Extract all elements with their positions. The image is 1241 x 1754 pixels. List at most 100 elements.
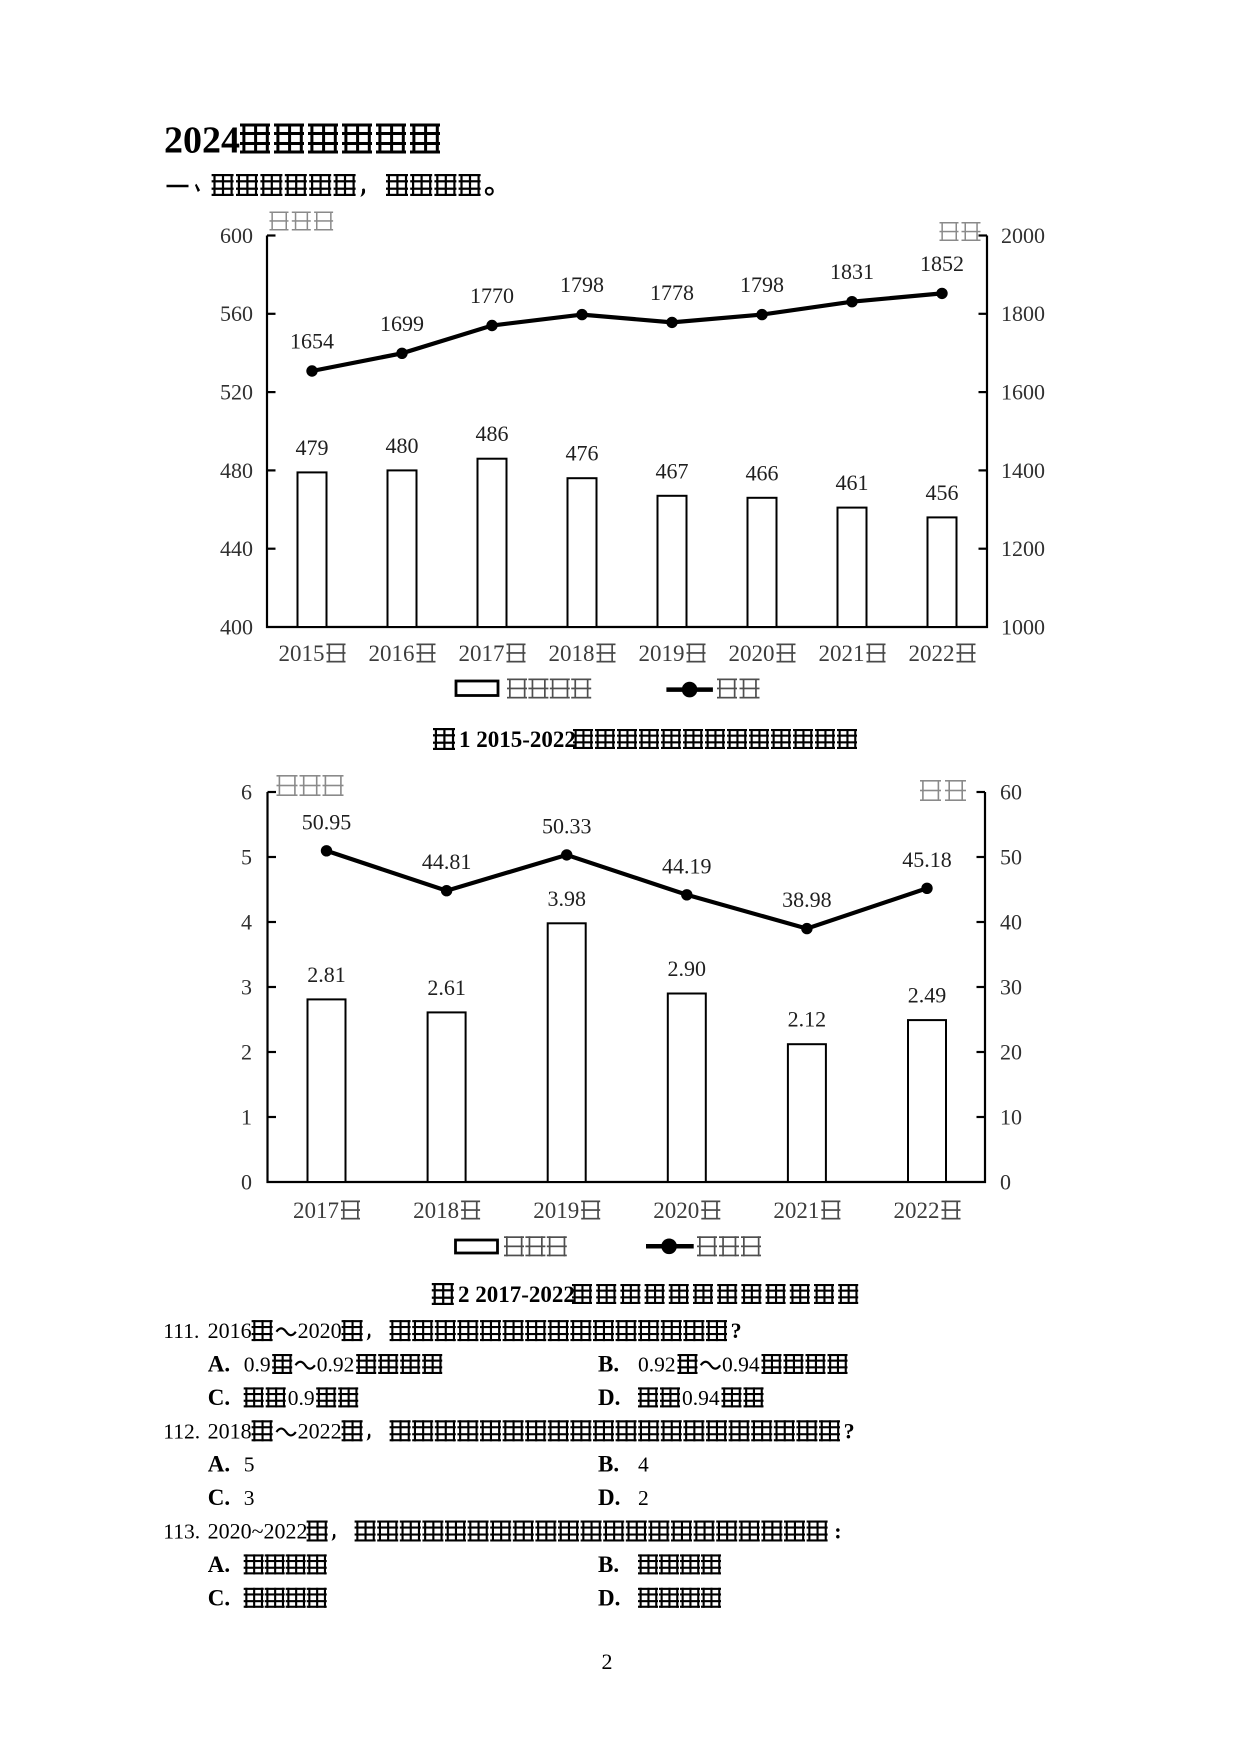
svg-text:520: 520 [220, 380, 253, 405]
svg-text:40: 40 [1000, 909, 1022, 934]
svg-text:0.94: 0.94 [682, 1386, 720, 1410]
svg-text:?: ? [731, 1318, 742, 1343]
svg-text:1: 1 [241, 1104, 252, 1129]
svg-text:2: 2 [602, 1649, 613, 1674]
svg-text:0.9: 0.9 [244, 1353, 271, 1377]
svg-text:2019: 2019 [533, 1198, 579, 1223]
svg-text:38.98: 38.98 [782, 887, 832, 912]
svg-text:1600: 1600 [1001, 380, 1045, 405]
svg-text:10: 10 [1000, 1104, 1022, 1129]
svg-text:2022: 2022 [909, 641, 955, 666]
svg-text:2018: 2018 [208, 1418, 252, 1443]
svg-text:B.: B. [598, 1552, 619, 1577]
svg-text:C.: C. [208, 1385, 230, 1410]
svg-text:1000: 1000 [1001, 614, 1045, 639]
svg-text:456: 456 [926, 480, 959, 505]
svg-text:2000: 2000 [1001, 223, 1045, 248]
svg-text:2018: 2018 [549, 641, 595, 666]
svg-text:466: 466 [746, 460, 779, 485]
svg-text:50.95: 50.95 [302, 809, 352, 834]
svg-text:1852: 1852 [920, 251, 964, 276]
svg-text:112.: 112. [163, 1419, 200, 1443]
svg-text::: : [834, 1519, 841, 1544]
svg-text:2: 2 [638, 1486, 649, 1510]
svg-text:44.19: 44.19 [662, 853, 712, 878]
svg-text:2019: 2019 [639, 641, 685, 666]
svg-text:2.90: 2.90 [668, 956, 707, 981]
svg-text:45.18: 45.18 [902, 847, 952, 872]
svg-text:C.: C. [208, 1485, 230, 1510]
svg-text:30: 30 [1000, 974, 1022, 999]
svg-text:1400: 1400 [1001, 458, 1045, 483]
svg-text:D.: D. [598, 1585, 620, 1610]
svg-text:476: 476 [566, 441, 599, 466]
svg-text:5: 5 [241, 844, 252, 869]
svg-text:400: 400 [220, 614, 253, 639]
svg-text:1699: 1699 [380, 311, 424, 336]
svg-text:0: 0 [1000, 1169, 1011, 1194]
svg-text:113.: 113. [163, 1520, 200, 1544]
svg-text:2 2017-2022: 2 2017-2022 [458, 1282, 575, 1307]
svg-text:D.: D. [598, 1485, 620, 1510]
svg-text:0.9: 0.9 [288, 1386, 315, 1410]
svg-text:2022: 2022 [298, 1418, 342, 1443]
svg-text:2020: 2020 [298, 1318, 342, 1343]
svg-text:1798: 1798 [560, 272, 604, 297]
svg-text:?: ? [844, 1418, 855, 1443]
svg-text:D.: D. [598, 1385, 620, 1410]
svg-text:479: 479 [296, 435, 329, 460]
svg-text:2021: 2021 [819, 641, 865, 666]
svg-text:2.12: 2.12 [788, 1007, 827, 1032]
svg-text:0.92: 0.92 [638, 1353, 676, 1377]
svg-text:480: 480 [386, 433, 419, 458]
svg-text:3: 3 [241, 974, 252, 999]
svg-text:A.: A. [208, 1352, 230, 1377]
svg-text:2020~2022: 2020~2022 [208, 1519, 308, 1544]
svg-text:560: 560 [220, 301, 253, 326]
svg-text:2015: 2015 [279, 641, 325, 666]
svg-text:2017: 2017 [459, 641, 505, 666]
svg-text:1 2015-2022: 1 2015-2022 [459, 727, 576, 752]
svg-text:60: 60 [1000, 779, 1022, 804]
svg-text:A.: A. [208, 1552, 230, 1577]
svg-text:2: 2 [241, 1039, 252, 1064]
svg-text:3.98: 3.98 [547, 886, 586, 911]
svg-text:1831: 1831 [830, 259, 874, 284]
svg-text:5: 5 [244, 1453, 255, 1477]
svg-text:B.: B. [598, 1352, 619, 1377]
svg-text:600: 600 [220, 223, 253, 248]
svg-text:2021: 2021 [773, 1198, 819, 1223]
svg-text:B.: B. [598, 1452, 619, 1477]
svg-text:111.: 111. [163, 1319, 199, 1343]
svg-text:1778: 1778 [650, 280, 694, 305]
svg-text:1770: 1770 [470, 283, 514, 308]
svg-text:486: 486 [476, 421, 509, 446]
svg-text:2016: 2016 [208, 1318, 252, 1343]
svg-text:1654: 1654 [290, 329, 334, 354]
svg-text:2024: 2024 [164, 120, 240, 162]
svg-text:2017: 2017 [293, 1198, 339, 1223]
svg-text:2.49: 2.49 [908, 983, 947, 1008]
svg-text:C.: C. [208, 1585, 230, 1610]
svg-text:0.94: 0.94 [722, 1353, 760, 1377]
svg-text:1798: 1798 [740, 272, 784, 297]
svg-text:0: 0 [241, 1169, 252, 1194]
svg-text:2020: 2020 [653, 1198, 699, 1223]
svg-text:50.33: 50.33 [542, 813, 592, 838]
svg-text:0.92: 0.92 [317, 1353, 355, 1377]
svg-text:2018: 2018 [413, 1198, 459, 1223]
svg-text:1800: 1800 [1001, 301, 1045, 326]
svg-text:2.81: 2.81 [307, 962, 346, 987]
svg-text:A.: A. [208, 1452, 230, 1477]
svg-text:467: 467 [656, 458, 689, 483]
svg-text:440: 440 [220, 536, 253, 561]
svg-text:480: 480 [220, 458, 253, 483]
svg-text:3: 3 [244, 1486, 255, 1510]
svg-text:44.81: 44.81 [422, 849, 472, 874]
svg-text:461: 461 [836, 470, 869, 495]
svg-text:2.61: 2.61 [427, 975, 466, 1000]
svg-text:1200: 1200 [1001, 536, 1045, 561]
svg-text:2016: 2016 [369, 641, 415, 666]
svg-text:2022: 2022 [894, 1198, 940, 1223]
svg-text:4: 4 [241, 909, 252, 934]
